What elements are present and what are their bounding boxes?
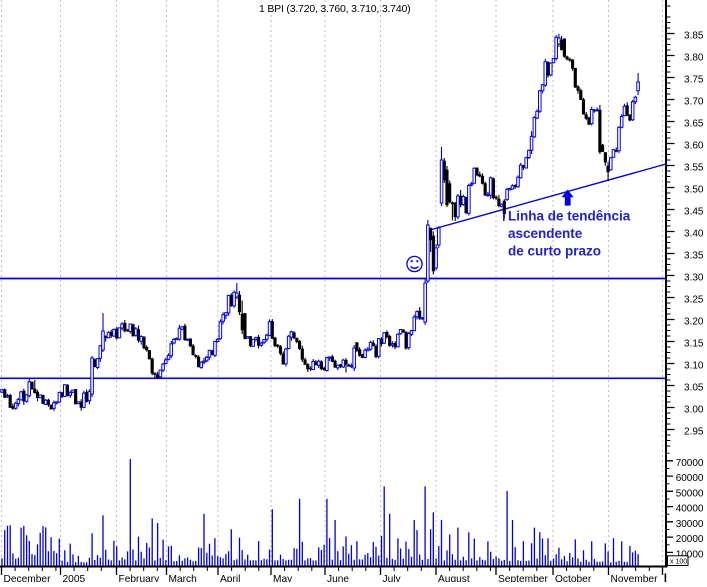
svg-text:August: August bbox=[438, 574, 470, 582]
svg-text:3.20: 3.20 bbox=[684, 317, 704, 328]
svg-text:June: June bbox=[327, 574, 349, 582]
svg-text:3.15: 3.15 bbox=[684, 339, 704, 350]
svg-text:3.55: 3.55 bbox=[684, 163, 704, 174]
svg-text:3.70: 3.70 bbox=[684, 97, 704, 108]
svg-text:2.95: 2.95 bbox=[684, 427, 704, 438]
svg-text:3.40: 3.40 bbox=[684, 229, 704, 240]
svg-text:3.65: 3.65 bbox=[684, 119, 704, 130]
svg-text:3.80: 3.80 bbox=[684, 53, 704, 64]
svg-text:x 100: x 100 bbox=[670, 559, 687, 566]
svg-text:3.85: 3.85 bbox=[684, 31, 704, 42]
svg-text:de curto prazo: de curto prazo bbox=[508, 243, 601, 258]
svg-text:3.10: 3.10 bbox=[684, 361, 704, 372]
svg-text:July: July bbox=[383, 574, 402, 582]
svg-text:3.60: 3.60 bbox=[684, 141, 704, 152]
svg-text:10000: 10000 bbox=[676, 549, 704, 560]
svg-text:Linha de tendência: Linha de tendência bbox=[508, 208, 631, 223]
svg-text:3.35: 3.35 bbox=[684, 251, 704, 262]
svg-text:3.75: 3.75 bbox=[684, 75, 704, 86]
svg-text:September: September bbox=[498, 574, 548, 582]
svg-text:2005: 2005 bbox=[63, 574, 86, 582]
svg-text:ascendente: ascendente bbox=[508, 226, 583, 241]
svg-text:3.45: 3.45 bbox=[684, 207, 704, 218]
svg-text:March: March bbox=[169, 574, 197, 582]
svg-text:3.30: 3.30 bbox=[684, 273, 704, 284]
svg-text:1 BPI (3.720, 3.760, 3.710, 3.: 1 BPI (3.720, 3.760, 3.710, 3.740) bbox=[259, 3, 410, 15]
svg-text:70000: 70000 bbox=[676, 458, 704, 469]
svg-text:60000: 60000 bbox=[676, 473, 704, 484]
svg-text:November: November bbox=[611, 574, 659, 582]
svg-text:3.05: 3.05 bbox=[684, 383, 704, 394]
svg-text:April: April bbox=[220, 574, 240, 582]
svg-text:May: May bbox=[273, 574, 293, 582]
svg-text:3.00: 3.00 bbox=[684, 405, 704, 416]
svg-text:3.50: 3.50 bbox=[684, 185, 704, 196]
svg-text:3.25: 3.25 bbox=[684, 295, 704, 306]
svg-text:30000: 30000 bbox=[676, 519, 704, 530]
svg-text:February: February bbox=[119, 574, 161, 582]
svg-text:50000: 50000 bbox=[676, 488, 704, 499]
svg-text:40000: 40000 bbox=[676, 504, 704, 515]
svg-text:October: October bbox=[555, 574, 592, 582]
svg-text:December: December bbox=[4, 574, 52, 582]
svg-text:20000: 20000 bbox=[676, 534, 704, 545]
